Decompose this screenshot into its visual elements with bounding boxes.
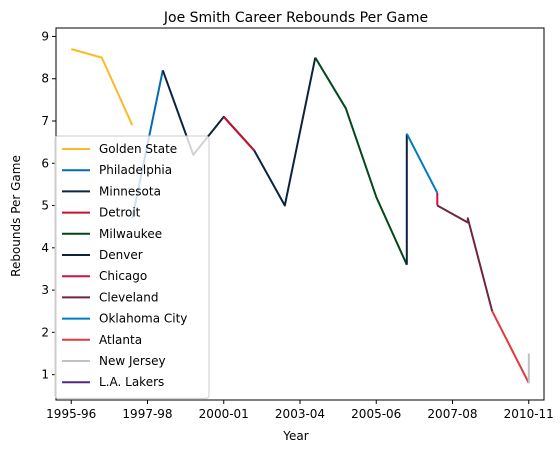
legend-label: Chicago: [99, 269, 147, 283]
x-tick-label: 1995-96: [46, 407, 96, 421]
legend-label: Denver: [99, 248, 143, 262]
legend-label: Minnesota: [99, 184, 161, 198]
series-line-4: [314, 57, 408, 266]
y-tick-label: 3: [41, 283, 49, 297]
legend-label: Golden State: [99, 142, 177, 156]
y-tick-label: 5: [41, 199, 49, 213]
legend-label: New Jersey: [99, 354, 166, 368]
legend: Golden State Philadelphia Minnesota Detroit…: [54, 135, 210, 399]
x-tick-label: 2000-01: [199, 407, 249, 421]
x-tick-label: 2005-06: [351, 407, 401, 421]
y-tick-label: 4: [41, 241, 49, 255]
y-axis: 1 2 3 4 5 6 7 8 9: [41, 29, 56, 382]
series-line-9: [491, 310, 530, 384]
x-tick-label: 2003-04: [275, 407, 325, 421]
legend-label: Philadelphia: [99, 163, 172, 177]
legend-label: Oklahoma City: [99, 312, 187, 326]
legend-label: Cleveland: [99, 290, 159, 304]
series-line-8: [405, 133, 439, 194]
x-tick-label: 1997-98: [122, 407, 172, 421]
x-tick-label: 2010-11: [504, 407, 554, 421]
x-axis-label: Year: [282, 429, 308, 443]
y-tick-label: 9: [41, 29, 49, 43]
legend-label: Milwaukee: [99, 227, 162, 241]
y-tick-label: 8: [41, 72, 49, 86]
series-line-7: [436, 204, 494, 312]
x-axis: 1995-96 1997-98 2000-01 2003-04 2005-06 2007-…: [46, 400, 554, 421]
y-axis-label: Rebounds Per Game: [9, 155, 23, 277]
y-tick-label: 1: [41, 368, 49, 382]
legend-box: [54, 135, 210, 399]
chart-title: Joe Smith Career Rebounds Per Game: [163, 10, 428, 26]
legend-label: Detroit: [99, 206, 141, 220]
series-line-3: [223, 116, 256, 152]
y-tick-label: 7: [41, 114, 49, 128]
x-tick-label: 2007-08: [427, 407, 477, 421]
y-tick-label: 6: [41, 156, 49, 170]
series-line-0: [71, 48, 134, 126]
y-tick-label: 2: [41, 325, 49, 339]
legend-label: L.A. Lakers: [99, 375, 164, 389]
legend-label: Atlanta: [99, 333, 142, 347]
